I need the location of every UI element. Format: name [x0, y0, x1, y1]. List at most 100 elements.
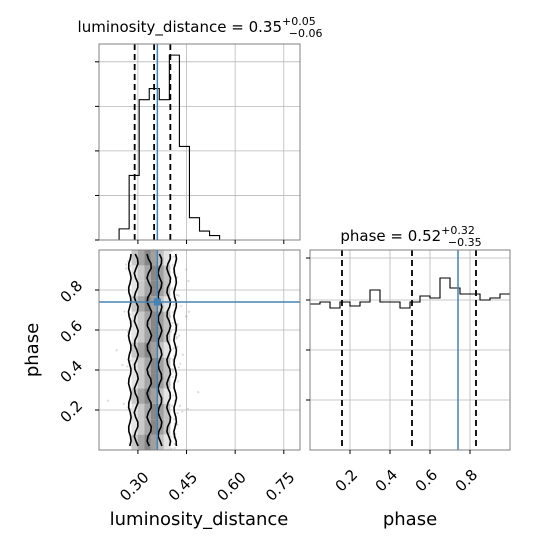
density-cell — [157, 311, 164, 327]
scatter-point — [172, 255, 175, 258]
density-cell — [150, 403, 158, 420]
x-tick-label: 0.75 — [262, 468, 298, 504]
luminosity-distance-title: luminosity_distance = 0.35+0.05 −0.06 — [78, 15, 323, 40]
density-cell — [150, 311, 158, 327]
density-cell — [144, 326, 151, 343]
luminosity-distance-histogram-step — [99, 54, 300, 241]
scatter-point — [124, 267, 128, 270]
y-tick-label: 0.8 — [57, 277, 87, 307]
luminosity-distance-histogram-panel: luminosity_distance = 0.35+0.05 −0.06 — [78, 15, 323, 244]
luminosity-distance-title-text: luminosity_distance — [78, 18, 227, 37]
phase-title-median: 0.52 — [408, 227, 441, 245]
density-cell — [163, 388, 171, 404]
density-cell — [150, 388, 158, 404]
scatter-point — [121, 363, 124, 367]
density-cell — [150, 434, 158, 450]
scatter-point — [172, 347, 175, 350]
phase-title: phase = 0.52+0.32 −0.35 — [340, 224, 481, 249]
phase-title-text: phase — [340, 227, 385, 245]
scatter-point — [197, 391, 200, 394]
density-cell — [131, 296, 138, 312]
luminosity-distance-histogram-frame — [98, 43, 301, 241]
scatter-point — [185, 315, 188, 318]
density-cell — [163, 434, 171, 450]
density-cell — [131, 250, 138, 266]
density-cell — [150, 326, 158, 343]
scatter-point — [176, 323, 179, 326]
x-tick-label: 0.45 — [165, 468, 201, 504]
density-cell — [144, 311, 151, 327]
scatter-point — [187, 279, 190, 283]
density-cell — [157, 265, 164, 281]
scatter-point — [107, 399, 110, 402]
phase-title-minus: −0.35 — [448, 236, 482, 249]
truth-marker — [153, 298, 161, 306]
density-cell — [131, 373, 138, 389]
x-axis-label-phase: phase — [383, 509, 437, 530]
joint-density-ticks: 0.30 0.45 0.60 0.75 0.2 0.4 0.6 0.8 — [57, 277, 299, 505]
scatter-point — [123, 310, 126, 313]
scatter-point — [176, 423, 179, 426]
density-cell — [163, 403, 171, 420]
density-cell — [163, 265, 171, 281]
x-tick-label: 0.4 — [372, 466, 402, 496]
density-cell — [163, 311, 171, 327]
scatter-point — [176, 276, 179, 279]
scatter-point — [173, 447, 176, 450]
phase-histogram-grid — [310, 250, 510, 450]
density-cell — [163, 342, 171, 358]
density-cell — [137, 388, 145, 404]
density-cell — [144, 280, 151, 297]
contour-outer-left — [127, 253, 132, 447]
phase-histogram-marks — [310, 250, 510, 450]
contour-core-right — [157, 253, 163, 447]
luminosity-distance-histogram-marks — [99, 44, 300, 241]
y-axis-label-phase: phase — [22, 323, 43, 377]
scatter-point — [170, 447, 173, 450]
scatter-point — [126, 365, 129, 368]
scatter-point — [175, 337, 178, 340]
scatter-point — [181, 353, 184, 356]
density-cell — [157, 403, 164, 420]
density-cell — [144, 357, 151, 374]
scatter-point — [175, 293, 178, 296]
y-tick-label: 0.6 — [57, 317, 87, 347]
density-cell — [150, 342, 158, 358]
density-cell — [150, 419, 158, 435]
density-cell — [163, 296, 171, 312]
scatter-point — [176, 345, 179, 348]
scatter-point — [171, 394, 175, 397]
density-cell — [131, 388, 138, 404]
x-tick-label: 0.60 — [213, 468, 249, 504]
phase-histogram-ticks: 0.2 0.4 0.6 0.8 — [306, 257, 481, 496]
phase-histogram-panel: 0.2 0.4 0.6 0.8 phase = 0.52+0.32 −0.35 phas… — [306, 224, 511, 530]
density-cell — [144, 403, 151, 420]
density-cell — [137, 280, 145, 297]
luminosity-distance-title-minus: −0.06 — [289, 27, 323, 40]
density-cell — [137, 373, 145, 389]
density-cell — [131, 342, 138, 358]
density-cell — [137, 342, 145, 358]
scatter-point — [185, 315, 188, 318]
scatter-point — [178, 334, 181, 337]
scatter-point — [171, 311, 175, 314]
luminosity-distance-title-plus: +0.05 — [282, 15, 316, 28]
density-cell — [150, 280, 158, 297]
density-cell — [131, 434, 138, 450]
scatter-point — [172, 418, 176, 421]
density-cell — [137, 265, 145, 281]
contour-inner-right — [165, 253, 172, 447]
scatter-point — [171, 368, 174, 371]
density-cell — [137, 326, 145, 343]
scatter-point — [171, 370, 175, 373]
density-cell — [163, 250, 171, 266]
scatter-point — [170, 250, 173, 253]
density-cell — [150, 265, 158, 281]
scatter-point — [177, 294, 180, 297]
y-tick-label: 0.4 — [57, 357, 87, 387]
density-cell — [144, 419, 151, 435]
scatter-point — [171, 264, 174, 267]
density-cell — [131, 419, 138, 435]
scatter-point — [125, 263, 128, 266]
